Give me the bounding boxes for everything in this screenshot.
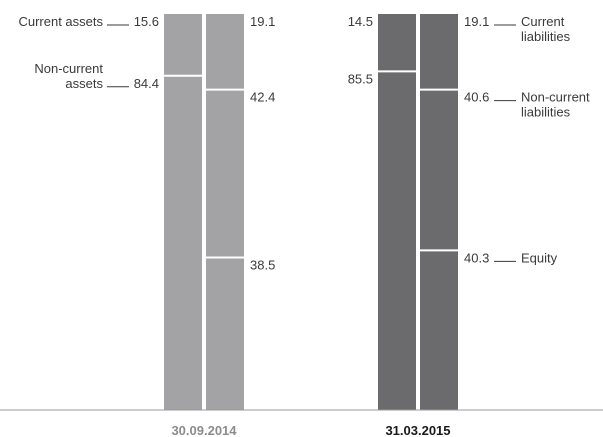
series-label: Current [521, 14, 565, 29]
data-label: 40.6 [464, 90, 489, 105]
series-label: Non-current [521, 90, 590, 105]
data-label: 15.6 [134, 14, 159, 29]
series-label: Non-current [34, 61, 103, 76]
data-label: 84.4 [134, 76, 159, 91]
series-label: liabilities [521, 29, 571, 44]
data-label: 19.1 [464, 14, 489, 29]
category-label: 31.03.2015 [385, 423, 450, 437]
series-label: Current assets [18, 14, 103, 29]
series-label: assets [65, 76, 103, 91]
data-label: 38.5 [250, 258, 275, 273]
bars-layer [164, 14, 458, 411]
bar-segment-equity [206, 257, 244, 410]
series-label: liabilities [521, 105, 571, 120]
bar-segment-current-liabilities [206, 14, 244, 90]
data-label: 19.1 [250, 14, 275, 29]
bar-segment-non-current-assets [164, 75, 202, 410]
bar-segment-non-current-liabilities [206, 89, 244, 258]
bar-segment-current-assets [378, 14, 416, 72]
data-label: 40.3 [464, 250, 489, 265]
bar-segment-equity [420, 250, 458, 410]
category-label: 30.09.2014 [171, 423, 237, 437]
data-label: 42.4 [250, 90, 275, 105]
bar-segment-non-current-assets [378, 71, 416, 411]
bar-segment-non-current-liabilities [420, 89, 458, 251]
series-label: Equity [521, 250, 558, 265]
bar-segment-current-assets [164, 14, 202, 76]
data-label: 14.5 [348, 14, 373, 29]
data-label: 85.5 [348, 71, 373, 86]
bar-segment-current-liabilities [420, 14, 458, 90]
